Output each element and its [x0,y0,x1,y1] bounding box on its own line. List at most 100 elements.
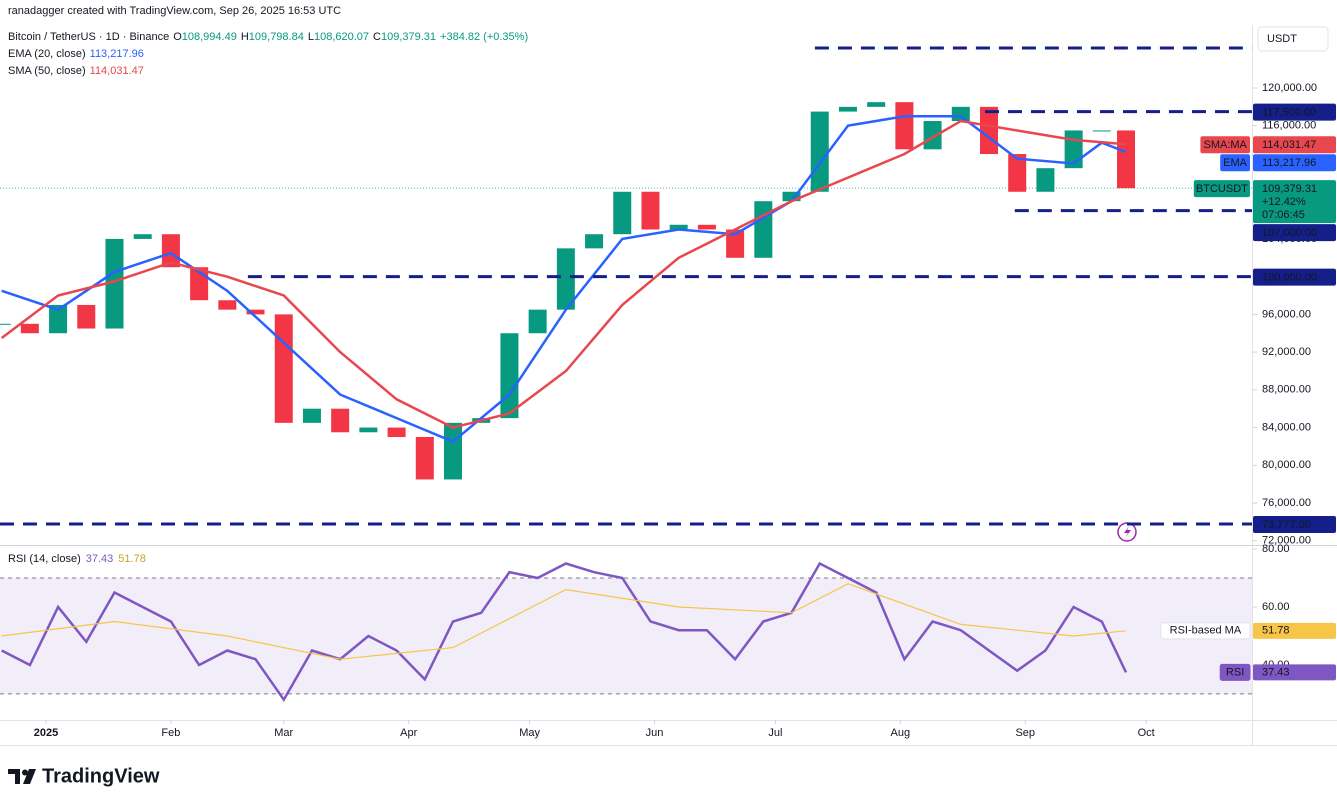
x-tick-label: Sep [1015,727,1035,739]
indicator-name: EMA (20, close) [8,48,86,60]
attribution: ranadagger created with TradingView.com,… [8,5,341,17]
ohlc-value: 108,994.49 [182,31,237,43]
candle [133,234,152,239]
price-badge-text: 07:06:45 [1262,209,1305,221]
symbol: Bitcoin / TetherUS · 1D · Binance [8,31,169,43]
rsi-band [0,578,1252,694]
rsi-line [1,561,1128,703]
price-badge-text: 113,217.96 [1262,157,1316,169]
price-badge-text: 107,000.00 [1262,227,1317,239]
candle [77,304,96,329]
currency-box: USDT [1257,26,1329,52]
y-tick-label: 84,000.00 [1262,421,1311,433]
candle [359,427,378,433]
rsi-tag-text: RSI [1226,666,1244,678]
ohlc-label: L [308,31,314,43]
candle [528,309,547,334]
price-badge [1253,224,1336,242]
candle [1117,130,1136,189]
price-badge [1253,154,1336,172]
indicator-legend: SMA (50, close) 114,031.47 [8,65,144,77]
y-tick-label: 88,000.00 [1262,384,1311,396]
y-tick-label: 116,000.00 [1262,120,1316,132]
candle [641,191,660,230]
candle [669,224,688,230]
y-tick-label: 80,000.00 [1262,459,1311,471]
y-tick-label: 80.00 [1262,543,1290,555]
candle [444,422,463,480]
alert-bolt[interactable] [1124,526,1131,538]
currency: USDT [1267,33,1297,45]
y-tick-label: 96,000.00 [1262,308,1311,320]
candle [585,234,604,249]
y-tick-label: 60.00 [1262,601,1290,613]
candle [838,106,857,112]
ohlc-label: H [241,31,249,43]
price-badge-text: 73,777.00 [1262,519,1311,531]
candle [500,333,519,419]
ohlc-label: O [173,31,182,43]
rsi-value: 37.43 [86,553,114,565]
rsi-tag-text: RSI-based MA [1170,625,1242,637]
y-tick-label: 92,000.00 [1262,346,1311,358]
rsi-legend: RSI (14, close) 37.43 51.78 [8,553,146,565]
series-tag [1193,180,1250,198]
price-badge [1253,103,1336,121]
candle [0,323,11,325]
candle [49,304,68,334]
candle [980,106,999,155]
change: +384.82 (+0.35%) [440,31,528,43]
candle [726,229,745,258]
indicator-name: SMA (50, close) [8,65,86,77]
indicator-value: 114,031.47 [90,65,144,77]
logo-mark[interactable] [8,769,20,784]
logo-dot[interactable] [22,769,28,776]
brand-logo[interactable]: TradingView [8,765,160,787]
candle [895,102,914,150]
price-badge-text: 109,379.31 [1262,183,1317,195]
rsi-badge [1253,622,1336,639]
rsi-badge-text: 51.78 [1262,625,1290,637]
x-tick-label: Feb [161,727,180,739]
ohlc-value: 109,798.84 [249,31,304,43]
rsi-badge [1253,664,1336,681]
currency-frame [1257,26,1329,52]
series-tag [1200,136,1250,154]
x-tick-label: 2025 [34,727,58,739]
candle [246,309,265,315]
alert-icon[interactable] [1117,522,1137,542]
series-tag [1220,154,1250,172]
x-tick-label: Apr [400,727,417,739]
candle [1008,154,1027,192]
candle [951,106,970,122]
rsi-tag [1160,622,1251,640]
candle [415,437,434,480]
price-badge [1253,515,1336,533]
y-tick-label: 76,000.00 [1262,497,1311,509]
logo-slash[interactable] [23,769,36,784]
price-badge [1253,180,1336,224]
ma-line [0,119,1127,429]
candle [387,427,406,438]
candle [782,191,801,202]
price-badge-text: +12.42% [1262,196,1306,208]
ma-line [1,115,1127,444]
x-tick-label: May [519,727,540,739]
indicator-value: 113,217.96 [90,48,144,60]
x-tick-label: Aug [891,727,911,739]
candle [105,238,124,329]
y-tick-label: 72,000.00 [1262,535,1311,547]
candle [1036,168,1055,192]
candle [218,300,237,310]
x-tick-label: Jun [646,727,664,739]
rsi-value: 51.78 [118,553,146,565]
price-badge [1253,136,1336,154]
brand-name[interactable]: TradingView [42,765,160,787]
price-badge-text: 100,000.00 [1262,272,1317,284]
rsi-title: RSI (14, close) [8,553,81,565]
price-badge-text: 114,031.47 [1262,139,1316,151]
rsi-line [1,583,1127,660]
rsi-tag [1219,663,1251,681]
